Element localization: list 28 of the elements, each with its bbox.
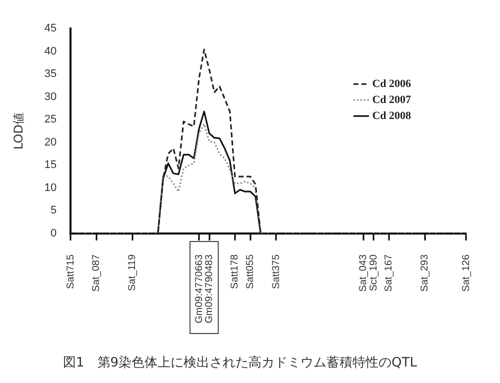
text: 図1 第9染色体上に検出された高カドミウム蓄積特性のQTL	[63, 354, 418, 371]
y-tick-label: 35	[44, 68, 57, 80]
x-tick-label: Gm09:4770663	[194, 254, 205, 324]
y-axis-title: LOD値	[11, 112, 26, 150]
y-tick-label: 10	[44, 182, 57, 194]
x-tick-label: Sat_293	[420, 254, 431, 292]
legend-label: Cd 2008	[372, 110, 412, 122]
x-tick-label: Sat_043	[358, 254, 370, 292]
x-tick-label: Satt715	[65, 254, 76, 289]
legend-label: Cd 2006	[372, 78, 412, 90]
x-tick-label: Gm09:4790483	[204, 254, 216, 324]
y-tick-label: 15	[44, 159, 57, 172]
x-tick-label: Satt055	[245, 254, 256, 289]
y-tick-label: 20	[44, 136, 57, 148]
x-tick-label: Sat_087	[91, 254, 102, 292]
y-tick-label: 40	[44, 45, 57, 58]
x-tick-label: Satt178	[230, 254, 241, 289]
x-tick-label: Sct_190	[368, 254, 380, 292]
y-tick-label: 45	[44, 22, 57, 35]
x-tick-label: Satt375	[270, 254, 282, 289]
y-tick-label: 30	[44, 90, 57, 103]
x-tick-label: Sat_126	[460, 254, 472, 292]
y-tick-label: 5	[50, 204, 57, 217]
legend-label: Cd 2007	[372, 94, 412, 106]
x-tick-label: Sat_167	[384, 254, 395, 292]
y-tick-label: 25	[44, 114, 57, 126]
y-tick-label: 0	[50, 227, 57, 240]
x-tick-label: Sat_119	[127, 254, 138, 291]
